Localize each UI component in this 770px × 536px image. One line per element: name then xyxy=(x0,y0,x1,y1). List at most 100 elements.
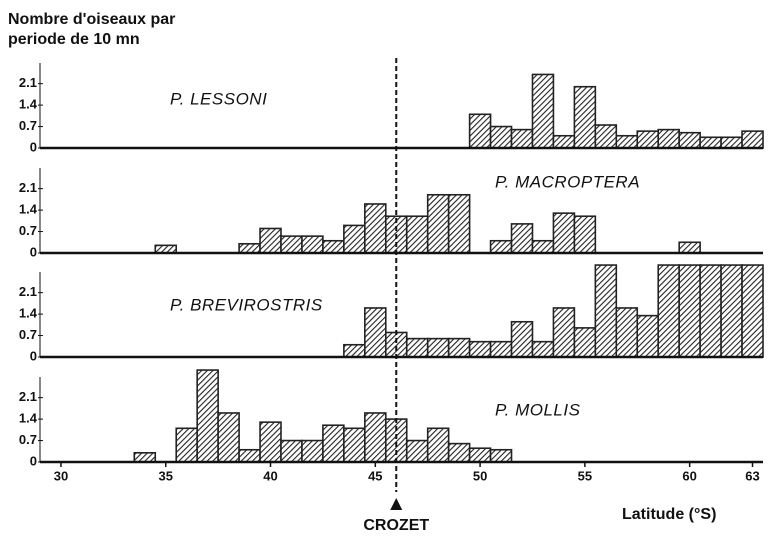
bar xyxy=(636,314,660,358)
series-label: P. MACROPTERA xyxy=(495,172,640,191)
bar xyxy=(531,73,555,149)
bar xyxy=(343,427,366,463)
y-tick-label: 2.1 xyxy=(19,284,37,299)
bar xyxy=(405,215,429,254)
bar xyxy=(489,340,513,358)
bar xyxy=(343,224,366,254)
bar xyxy=(133,452,157,463)
x-axis-title: Latitude (°S) xyxy=(622,506,716,523)
bar xyxy=(280,235,303,254)
bar xyxy=(699,136,722,149)
y-tick-label: 1.4 xyxy=(19,306,38,321)
bar xyxy=(594,124,618,149)
bar xyxy=(426,427,450,463)
bar xyxy=(573,215,597,254)
bar xyxy=(364,412,387,463)
y-tick-label: 0.7 xyxy=(19,223,37,238)
x-tick-label: 35 xyxy=(159,468,173,483)
bar xyxy=(531,340,555,358)
bar xyxy=(510,223,534,254)
x-tick-label: 30 xyxy=(54,468,68,483)
annotation: CROZET xyxy=(363,517,429,534)
series-label: P. MOLLIS xyxy=(495,400,581,419)
bar xyxy=(280,439,303,463)
bar xyxy=(720,264,743,358)
bar xyxy=(468,447,492,463)
bar xyxy=(720,136,743,149)
x-tick-label: 50 xyxy=(473,468,487,483)
bar xyxy=(364,203,387,254)
bar xyxy=(426,337,450,358)
bar xyxy=(238,448,261,463)
bar xyxy=(573,327,597,358)
x-tick-label: 63 xyxy=(745,468,759,483)
bar xyxy=(217,412,240,463)
bar xyxy=(489,448,513,463)
y-tick-label: 2.1 xyxy=(19,75,37,90)
bar xyxy=(259,227,282,254)
bar xyxy=(489,125,513,149)
x-tick-label: 55 xyxy=(578,468,592,483)
x-tick-label: 40 xyxy=(263,468,277,483)
bar xyxy=(447,193,471,254)
bar xyxy=(301,439,324,463)
y-tick-label: 0.7 xyxy=(19,327,37,342)
bar xyxy=(405,337,429,358)
y-tick-label: 1.4 xyxy=(19,97,38,112)
bar xyxy=(741,130,764,149)
bar xyxy=(238,243,261,254)
bar xyxy=(259,421,282,463)
bar xyxy=(657,264,680,358)
bar xyxy=(678,264,701,358)
y-tick-label: 1.4 xyxy=(19,411,38,426)
bar xyxy=(678,241,701,254)
y-tick-label: 2.1 xyxy=(19,180,37,195)
bar xyxy=(322,424,345,463)
bar xyxy=(552,212,576,254)
bar xyxy=(405,439,429,463)
bar xyxy=(301,235,324,254)
y-tick-label: 0 xyxy=(30,244,37,259)
bar xyxy=(384,331,408,358)
bar xyxy=(447,337,471,358)
bar xyxy=(322,239,345,254)
bar xyxy=(615,307,639,358)
y-title: periode de 10 mn xyxy=(8,31,140,48)
bar xyxy=(196,369,219,463)
x-tick-label: 60 xyxy=(682,468,696,483)
bar xyxy=(447,442,471,463)
bar xyxy=(468,113,492,149)
bar xyxy=(384,418,408,463)
series-label: P. LESSONI xyxy=(170,89,267,108)
marker-triangle xyxy=(390,498,403,510)
bar xyxy=(531,239,555,254)
bar xyxy=(552,307,576,358)
y-tick-label: 0.7 xyxy=(19,118,37,133)
bar xyxy=(636,130,660,149)
bar xyxy=(175,427,198,463)
x-tick-label: 45 xyxy=(368,468,382,483)
bar xyxy=(741,264,764,358)
bar xyxy=(426,193,450,254)
bar xyxy=(343,343,366,358)
bar xyxy=(573,85,597,149)
y-tick-label: 0 xyxy=(30,348,37,363)
y-tick-label: 0 xyxy=(30,453,37,468)
bar xyxy=(364,307,387,358)
bar xyxy=(489,239,513,254)
y-tick-label: 0 xyxy=(30,139,37,154)
y-title: Nombre d'oiseaux par xyxy=(8,11,175,28)
bar xyxy=(510,320,534,358)
bar xyxy=(468,340,492,358)
bar xyxy=(678,131,701,149)
bar xyxy=(615,134,639,149)
bar xyxy=(657,128,680,149)
bar xyxy=(594,264,618,358)
y-tick-label: 1.4 xyxy=(19,202,38,217)
bar xyxy=(552,134,576,149)
y-tick-label: 2.1 xyxy=(19,389,37,404)
series-label: P. BREVIROSTRIS xyxy=(170,295,323,314)
bar xyxy=(699,264,722,358)
bar xyxy=(510,128,534,149)
